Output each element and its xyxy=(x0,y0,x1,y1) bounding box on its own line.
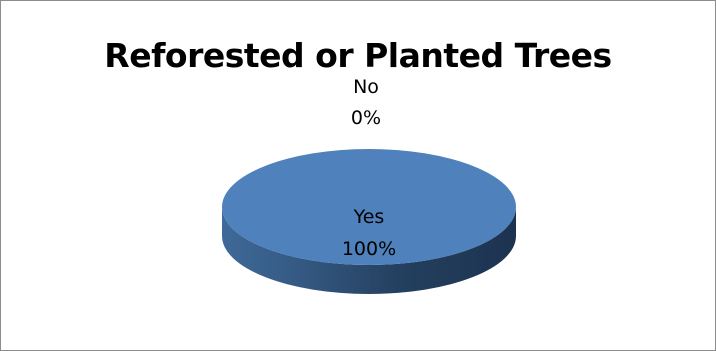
data-label-yes-value: 100% xyxy=(342,238,396,260)
pie-slice-side xyxy=(222,207,516,294)
data-label-no-category: No xyxy=(353,76,379,98)
chart-title: Reforested or Planted Trees xyxy=(104,36,612,75)
data-label-yes-category: Yes xyxy=(353,206,385,228)
pie-slice-yes xyxy=(222,149,516,265)
data-label-no-value: 0% xyxy=(351,107,381,129)
